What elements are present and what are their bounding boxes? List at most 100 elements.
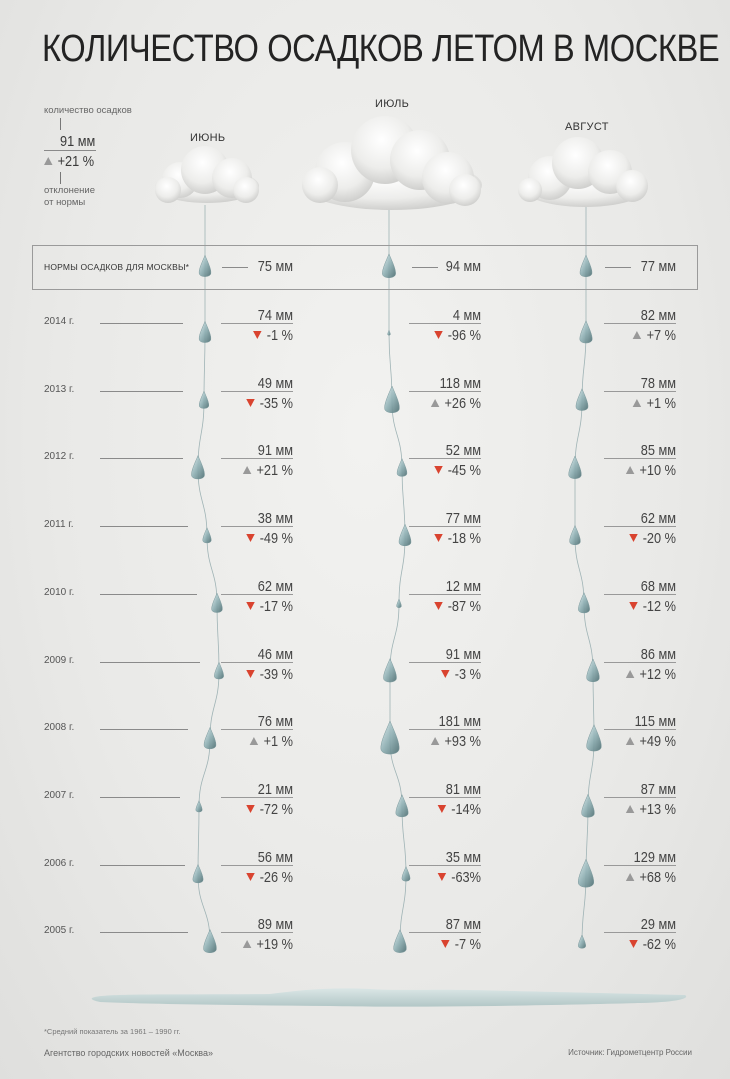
deviation-text: +19 %: [256, 936, 293, 954]
rain-value: 115 мм: [634, 713, 676, 731]
rain-value: 56 мм: [257, 848, 293, 866]
rain-drop: [578, 858, 594, 888]
deviation-text: +1 %: [646, 394, 676, 412]
rain-drop: [393, 929, 407, 953]
page-title: КОЛИЧЕСТВО ОСАДКОВ ЛЕТОМ В МОСКВЕ: [42, 28, 720, 70]
rain-drop: [578, 591, 590, 614]
triangle-up-icon: [625, 737, 635, 746]
value-divider: [604, 661, 676, 663]
legend-bottom-label-1: отклонение: [44, 185, 95, 196]
year-label: 2006 г.: [44, 857, 75, 869]
rain-value: 91 мм: [445, 645, 481, 663]
triangle-up-icon: [632, 398, 642, 407]
rain-deviation: +93 %: [413, 733, 481, 750]
rain-drop: [199, 390, 209, 409]
rain-drop: [569, 524, 581, 546]
rain-drop: [380, 720, 400, 755]
norm-line-0: [222, 267, 248, 268]
rain-value: 81 мм: [445, 780, 481, 798]
year-label: 2013 г.: [44, 383, 75, 395]
rain-drop: [384, 385, 400, 413]
rain-drop: [395, 794, 409, 818]
value-divider: [409, 593, 481, 595]
drop-layer: [191, 253, 602, 953]
year-label: 2012 г.: [44, 451, 75, 463]
deviation-text: -35 %: [259, 394, 293, 412]
rain-drop: [214, 661, 224, 680]
deviation-text: +1 %: [263, 733, 293, 751]
value-divider: [409, 932, 481, 934]
norm-line-2: [605, 267, 631, 268]
rain-deviation: -49 %: [225, 530, 293, 547]
triangle-down-icon: [246, 601, 255, 610]
value-divider: [221, 390, 293, 392]
rain-drop: [191, 454, 205, 480]
legend-bottom-label-2: от нормы: [44, 197, 86, 208]
rain-value: 89 мм: [257, 916, 293, 934]
triangle-down-icon: [434, 331, 443, 339]
year-label: 2008 г.: [44, 722, 75, 734]
deviation-text: -12 %: [642, 597, 676, 615]
year-guide-line: [100, 796, 180, 798]
deviation-text: +68 %: [639, 868, 676, 886]
deviation-text: -20 %: [642, 530, 676, 548]
deviation-text: -17 %: [259, 597, 293, 615]
triangle-up-icon: [632, 331, 642, 339]
rain-drop: [383, 657, 397, 683]
rain-value: 68 мм: [640, 577, 676, 595]
year-label: 2007 г.: [44, 789, 75, 801]
value-divider: [409, 661, 481, 663]
triangle-up-icon: [249, 737, 259, 746]
rain-drop: [195, 800, 203, 813]
rain-value: 38 мм: [257, 510, 293, 528]
value-divider: [409, 796, 481, 798]
rain-drop: [568, 455, 582, 479]
norm-drop-0: [198, 254, 212, 277]
value-divider: [604, 932, 676, 934]
year-label: 2014 г.: [44, 316, 75, 327]
triangle-down-icon: [437, 872, 447, 881]
deviation-text: -96 %: [447, 327, 481, 344]
triangle-down-icon: [441, 669, 450, 678]
deviation-text: -87 %: [447, 597, 481, 615]
triangle-down-icon: [437, 804, 447, 813]
deviation-text: +93 %: [444, 733, 481, 751]
triangle-down-icon: [253, 331, 262, 339]
deviation-text: -49 %: [259, 530, 293, 548]
year-guide-line: [100, 593, 197, 595]
triangle-down-icon: [441, 940, 450, 949]
rain-deviation: -7 %: [413, 936, 481, 953]
deviation-text: +7 %: [646, 327, 676, 344]
value-divider: [604, 864, 676, 866]
rain-deviation: -14%: [413, 801, 481, 818]
month-label-june: ИЮНЬ: [190, 132, 226, 144]
rain-drop: [581, 793, 595, 818]
rain-deviation: +1 %: [225, 733, 293, 750]
deviation-text: +10 %: [639, 462, 676, 480]
value-divider: [604, 796, 676, 798]
year-guide-line: [100, 932, 188, 934]
rain-value: 87 мм: [445, 916, 481, 934]
rain-value: 86 мм: [640, 645, 676, 663]
rain-value: 21 мм: [257, 780, 293, 798]
rain-deviation: +68 %: [608, 869, 676, 886]
triangle-up-icon: [242, 466, 252, 475]
legend-connector-bottom: [60, 172, 61, 184]
rain-value: 78 мм: [640, 374, 676, 392]
rain-value: 91 мм: [257, 442, 293, 460]
rain-drop: [387, 329, 391, 336]
year-label: 2005 г.: [44, 925, 75, 937]
triangle-down-icon: [629, 601, 638, 610]
norm-value-1: 94 мм: [445, 258, 481, 275]
deviation-text: -7 %: [454, 936, 481, 954]
value-divider: [604, 593, 676, 595]
puddle: [91, 988, 687, 1007]
rain-drop: [202, 527, 212, 544]
norm-value-0: 75 мм: [257, 258, 293, 275]
rain-value: 12 мм: [445, 577, 481, 595]
triangle-down-icon: [629, 534, 638, 543]
rain-deviation: -96 %: [413, 327, 481, 344]
triangle-up-icon: [625, 466, 635, 475]
rain-deviation: -20 %: [608, 530, 676, 547]
rain-deviation: -63%: [413, 869, 481, 886]
